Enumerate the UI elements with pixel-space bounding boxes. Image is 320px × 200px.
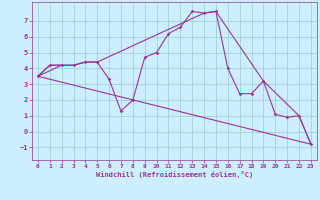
X-axis label: Windchill (Refroidissement éolien,°C): Windchill (Refroidissement éolien,°C)	[96, 171, 253, 178]
